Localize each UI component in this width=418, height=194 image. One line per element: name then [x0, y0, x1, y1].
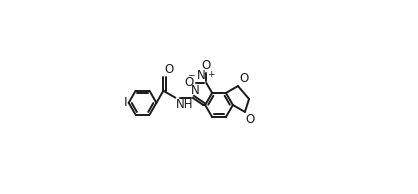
Text: O: O	[246, 113, 255, 126]
Text: O: O	[239, 72, 248, 85]
Text: O: O	[201, 59, 211, 72]
Text: +: +	[207, 70, 214, 79]
Text: N: N	[191, 84, 200, 97]
Text: NH: NH	[176, 98, 194, 111]
Text: I: I	[124, 96, 128, 109]
Text: N: N	[196, 69, 205, 82]
Text: O: O	[165, 63, 174, 76]
Text: −: −	[187, 71, 195, 80]
Text: O: O	[184, 76, 194, 89]
